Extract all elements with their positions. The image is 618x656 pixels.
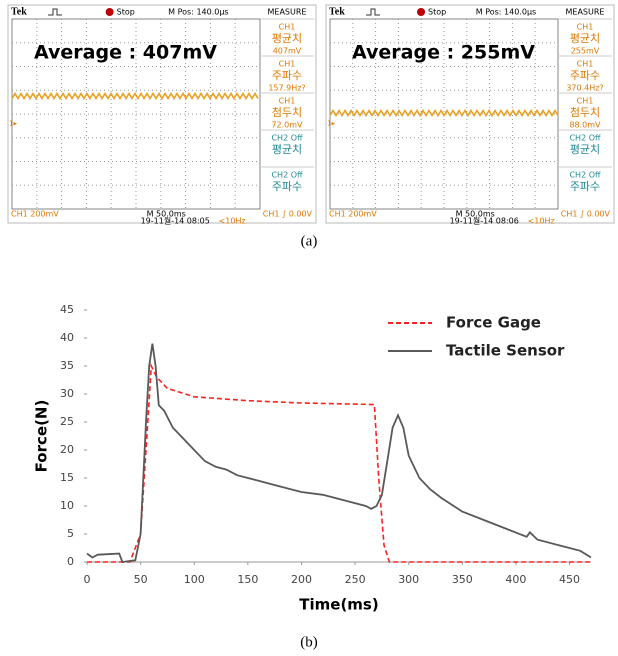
y-tick-label: 15 [60,471,74,484]
scope: Tek Stop M Pos: 140.0µs MEASURE Average : 40… [8,5,316,226]
scope-position: M Pos: 140.0µs [476,8,536,17]
caption: (b) [300,634,318,650]
stop-icon [417,8,425,16]
channel-marker: 1▸ [9,120,17,128]
measure-source: CH1 [279,97,296,106]
scope-brand: Tek [11,6,27,17]
x-tick-label: 250 [345,573,366,586]
y-tick-label: 20 [60,443,74,456]
measure-value: 88.0mV [569,121,601,130]
legend-label: Force Gage [446,314,541,332]
scope-timestamp: 19-11월-14 08:05 [141,216,210,226]
scope-rate: <10Hz [219,217,246,226]
y-tick-label: 25 [60,415,74,428]
measure-source: CH2 Off [271,171,303,180]
x-tick-label: 350 [452,573,473,586]
figure: (a) (b) Tek Stop M Pos: 140.0µs MEASURE Aver… [0,0,618,656]
measure-name: 첨두치 [570,106,600,119]
measure-source: CH1 [577,23,594,32]
x-tick-label: 150 [237,573,258,586]
y-tick-label: 5 [67,527,74,540]
measure-name: 평균치 [570,143,600,156]
measure-source: CH1 [577,97,594,106]
y-tick-label: 30 [60,387,74,400]
caption: (a) [301,233,318,249]
scope-state: Stop [117,8,135,17]
measure-name: 주파수 [272,180,302,193]
x-tick-label: 0 [84,573,91,586]
measure-source: CH1 [279,23,296,32]
scope-channel: CH1 200mV [329,210,377,219]
measure-value: 255mV [571,47,600,56]
measure-source: CH1 [577,60,594,69]
measure-name: 평균치 [272,32,302,45]
stop-icon [106,8,114,16]
scope-rate: <10Hz [528,217,555,226]
measure-name: 첨두치 [272,106,302,119]
x-tick-label: 200 [291,573,312,586]
scope-timestamp: 19-11월-14 08:06 [450,216,519,226]
scope-channel: CH1 200mV [11,210,59,219]
x-axis-title: Time(ms) [299,596,378,614]
scope-brand: Tek [329,6,345,17]
y-tick-label: 45 [60,303,74,316]
data-line [87,344,591,562]
measure-value: 407mV [273,47,302,56]
y-axis-title: Force(N) [33,400,51,473]
x-tick-label: 400 [505,573,526,586]
y-tick-label: 10 [60,499,74,512]
measure-source: CH2 Off [569,134,601,143]
scope-menu: MEASURE [566,8,605,17]
scope-trigger: CH1 ∫ 0.00V [561,210,611,219]
y-tick-label: 0 [67,555,74,568]
y-tick-label: 35 [60,359,74,372]
measure-source: CH2 Off [271,134,303,143]
measure-source: CH2 Off [569,171,601,180]
channel-marker: 1▸ [327,120,335,128]
measure-name: 주파수 [570,180,600,193]
x-tick-label: 50 [134,573,148,586]
x-tick-label: 100 [184,573,205,586]
measure-name: 주파수 [272,69,302,82]
measure-source: CH1 [279,60,296,69]
measure-name: 주파수 [570,69,600,82]
scope-state: Stop [428,8,446,17]
scope-readout: Average : 407mV [34,42,217,64]
x-tick-label: 300 [398,573,419,586]
page: {"scopes": [ {"brand": "Tek", "state": "… [0,0,618,656]
scope-menu: MEASURE [268,8,307,17]
scope-readout: Average : 255mV [352,42,535,64]
y-tick-label: 40 [60,331,74,344]
measure-value: 157.9Hz? [268,84,305,93]
measure-value: 370.4Hz? [566,84,603,93]
scope: Tek Stop M Pos: 140.0µs MEASURE Average : 25… [326,5,614,226]
measure-name: 평균치 [570,32,600,45]
x-tick-label: 450 [559,573,580,586]
legend-label: Tactile Sensor [446,342,565,360]
scope-trigger: CH1 ∫ 0.00V [263,210,313,219]
measure-name: 평균치 [272,143,302,156]
scope-position: M Pos: 140.0µs [168,8,228,17]
measure-value: 72.0mV [271,121,303,130]
